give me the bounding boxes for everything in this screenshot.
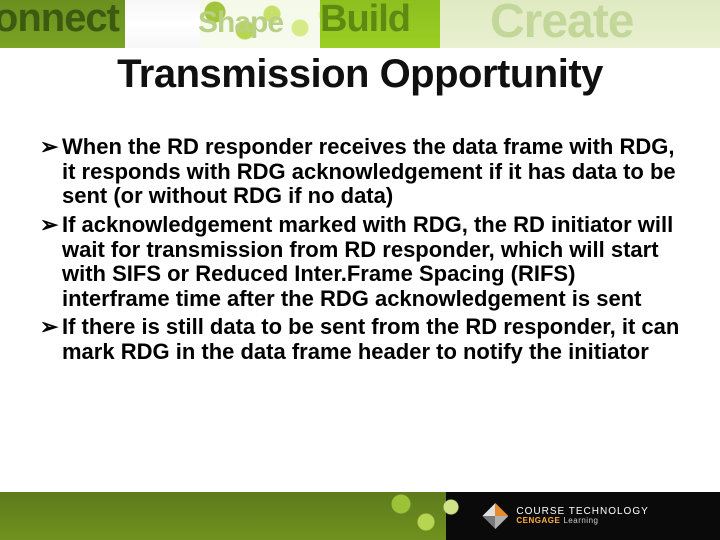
bullet-item: ➢ If acknowledgement marked with RDG, th… [40,213,680,312]
footer-brand-line2: CENGAGELearning [516,517,648,525]
arrow-bullet-icon: ➢ [40,315,62,364]
footer-brand-text: COURSE TECHNOLOGY CENGAGELearning [516,507,648,525]
header-word-connect: Connect [0,0,119,41]
footer-brand-highlight: CENGAGE [516,516,560,525]
bullet-item: ➢ If there is still data to be sent from… [40,315,680,364]
footer-stripe-green [0,492,446,540]
footer-brand-area: COURSE TECHNOLOGY CENGAGELearning [446,492,720,540]
footer-brand-rest: Learning [563,516,598,525]
footer-band: COURSE TECHNOLOGY CENGAGELearning [0,492,720,540]
arrow-bullet-icon: ➢ [40,135,62,209]
header-word-shape: Shape [198,6,283,40]
course-technology-logo-icon [482,503,508,529]
header-word-build: Build [320,0,410,41]
header-word-create: Create [490,0,633,48]
bullet-text: If there is still data to be sent from t… [62,315,680,364]
bullet-item: ➢ When the RD responder receives the dat… [40,135,680,209]
slide: Connect Shape Build Create Transmission … [0,0,720,540]
slide-title: Transmission Opportunity [0,52,720,97]
header-band: Connect Shape Build Create [0,0,720,48]
slide-body: ➢ When the RD responder receives the dat… [40,135,680,369]
bullet-text: If acknowledgement marked with RDG, the … [62,213,680,312]
bullet-text: When the RD responder receives the data … [62,135,680,209]
arrow-bullet-icon: ➢ [40,213,62,312]
footer-dots [386,492,476,540]
